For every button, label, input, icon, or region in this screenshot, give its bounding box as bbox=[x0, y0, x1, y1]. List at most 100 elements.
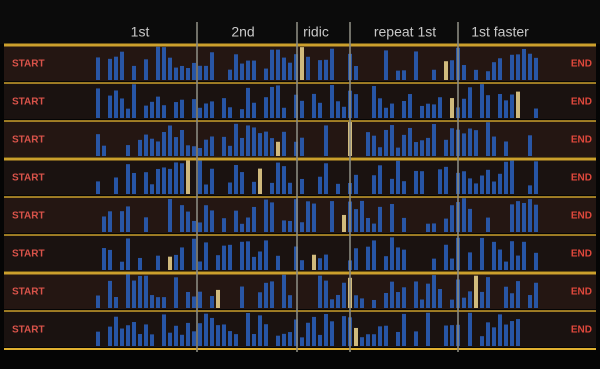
led-bar bbox=[252, 207, 256, 232]
led-bar bbox=[450, 205, 454, 232]
led-bar bbox=[486, 170, 490, 194]
led-bar bbox=[342, 316, 346, 346]
led-bar bbox=[240, 172, 244, 194]
led-bar bbox=[156, 169, 160, 194]
led-bar bbox=[198, 108, 202, 118]
led-bar bbox=[234, 334, 238, 346]
led-bar bbox=[390, 179, 394, 194]
led-bar bbox=[402, 70, 406, 80]
led-bar bbox=[372, 224, 376, 232]
led-bar bbox=[282, 334, 286, 346]
led-bar bbox=[354, 295, 358, 308]
led-bar bbox=[306, 201, 310, 232]
led-bar bbox=[426, 284, 430, 308]
column-label: ridic bbox=[303, 24, 329, 40]
start-label: START bbox=[12, 211, 45, 222]
led-bar bbox=[360, 337, 364, 346]
led-bar bbox=[174, 255, 178, 270]
led-bar bbox=[510, 55, 514, 80]
led-bar bbox=[234, 211, 238, 232]
column-label: 1st bbox=[131, 24, 150, 40]
led-bar bbox=[252, 61, 256, 80]
led-bar bbox=[156, 141, 160, 156]
led-bar bbox=[252, 182, 256, 194]
led-bar bbox=[228, 146, 232, 156]
led-bar bbox=[192, 239, 196, 270]
led-bar bbox=[102, 216, 106, 232]
led-bar bbox=[156, 256, 160, 270]
led-bar bbox=[420, 106, 424, 118]
led-bar bbox=[324, 314, 328, 346]
led-bar bbox=[228, 70, 232, 80]
led-bar bbox=[288, 332, 292, 346]
led-bar bbox=[240, 138, 244, 156]
led-bar bbox=[384, 130, 388, 156]
led-bar bbox=[186, 212, 190, 232]
led-bar bbox=[330, 49, 334, 80]
led-bar bbox=[198, 261, 202, 270]
led-bar bbox=[192, 331, 196, 346]
led-bar bbox=[270, 87, 274, 118]
led-bar bbox=[120, 329, 124, 346]
led-bar bbox=[354, 328, 358, 346]
column-label: 1st faster bbox=[471, 24, 529, 40]
led-bar bbox=[498, 250, 502, 270]
column-label: repeat 1st bbox=[374, 24, 436, 40]
led-bar bbox=[300, 179, 304, 194]
led-bar bbox=[264, 200, 268, 232]
led-bar bbox=[336, 184, 340, 194]
led-bar bbox=[504, 162, 508, 194]
led-bar bbox=[516, 319, 520, 346]
led-bar bbox=[492, 62, 496, 80]
end-label: END bbox=[571, 211, 592, 222]
led-bar bbox=[204, 205, 208, 232]
led-bar bbox=[360, 298, 364, 308]
led-bar bbox=[480, 176, 484, 194]
led-bar bbox=[402, 287, 406, 308]
led-bar bbox=[264, 132, 268, 156]
led-bar bbox=[300, 337, 304, 346]
led-bar bbox=[258, 169, 262, 194]
led-bar bbox=[378, 207, 382, 232]
led-bar bbox=[534, 58, 538, 80]
led-bar bbox=[186, 161, 190, 194]
led-bar bbox=[426, 138, 430, 156]
led-bar bbox=[534, 283, 538, 308]
led-bar bbox=[144, 276, 148, 308]
led-bar bbox=[474, 130, 478, 156]
led-bar bbox=[450, 300, 454, 308]
led-bar bbox=[174, 68, 178, 80]
led-bar bbox=[288, 183, 292, 194]
end-label: END bbox=[571, 97, 592, 108]
led-bar bbox=[210, 136, 214, 156]
led-bar bbox=[198, 292, 202, 308]
led-bar bbox=[180, 130, 184, 156]
led-bar bbox=[204, 66, 208, 80]
led-bar bbox=[252, 127, 256, 156]
led-bar bbox=[378, 98, 382, 118]
led-bar bbox=[198, 222, 202, 232]
led-bar bbox=[258, 252, 262, 270]
led-bar bbox=[366, 334, 370, 346]
end-label: END bbox=[571, 287, 592, 298]
led-bar bbox=[282, 275, 286, 308]
led-bar bbox=[300, 47, 304, 80]
led-bar bbox=[402, 218, 406, 232]
led-bar bbox=[210, 318, 214, 346]
led-bar bbox=[132, 84, 136, 118]
end-label: END bbox=[571, 325, 592, 336]
led-bar bbox=[336, 295, 340, 308]
led-bar bbox=[516, 256, 520, 270]
led-bar bbox=[108, 250, 112, 270]
led-bar bbox=[444, 167, 448, 194]
led-bar bbox=[168, 58, 172, 80]
led-bar bbox=[240, 64, 244, 80]
led-bar bbox=[432, 124, 436, 156]
led-bar bbox=[240, 242, 244, 270]
led-bar bbox=[252, 334, 256, 346]
led-bar bbox=[390, 237, 394, 270]
led-bar bbox=[222, 137, 226, 156]
led-bar bbox=[150, 102, 154, 118]
led-bar bbox=[270, 281, 274, 308]
led-bar bbox=[156, 47, 160, 80]
